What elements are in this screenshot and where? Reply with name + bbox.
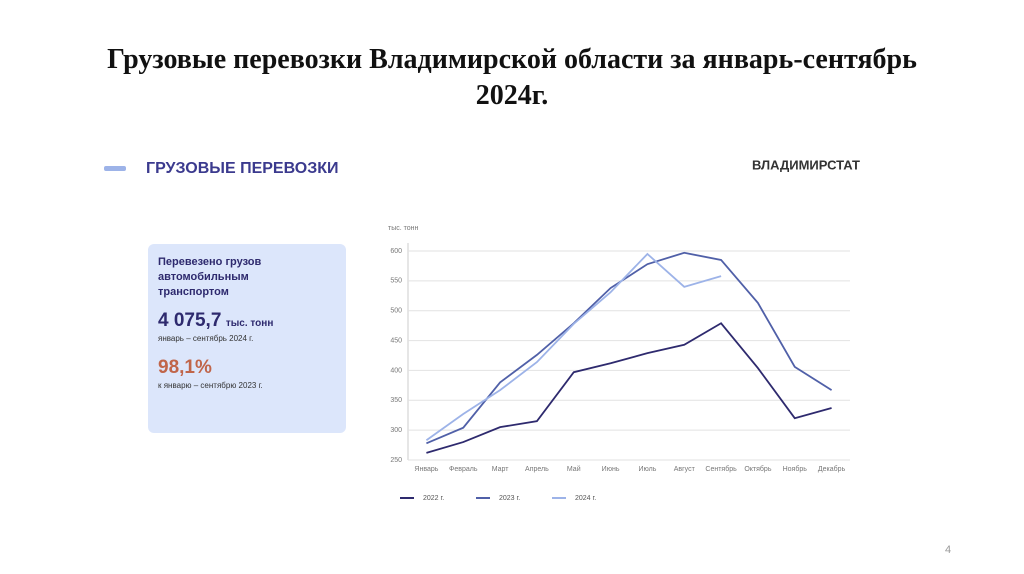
section-title: ГРУЗОВЫЕ ПЕРЕВОЗКИ xyxy=(146,160,338,177)
x-tick-label: Апрель xyxy=(525,466,549,473)
ratio: 98,1% xyxy=(158,357,212,378)
slide-title: Грузовые перевозки Владимирской области … xyxy=(107,44,917,111)
legend-label: 2023 г. xyxy=(499,495,520,502)
x-tick-label: Сентябрь xyxy=(705,465,737,473)
amount-unit: тыс. тонн xyxy=(225,318,274,329)
y-tick-label: 350 xyxy=(390,397,402,404)
x-tick-label: Июль xyxy=(638,466,656,473)
x-tick-label: Ноябрь xyxy=(783,465,808,473)
source: ВЛАДИМИРСТАТ xyxy=(752,157,860,172)
legend-label: 2024 г. xyxy=(575,495,596,502)
section-marker xyxy=(104,166,126,171)
ratio-note: к январю – сентябрю 2023 г. xyxy=(158,381,263,390)
x-tick-label: Июнь xyxy=(602,466,620,473)
period: январь – сентябрь 2024 г. xyxy=(158,334,254,343)
y-tick-label: 450 xyxy=(390,337,402,344)
legend-label: 2022 г. xyxy=(423,495,444,502)
x-tick-label: Февраль xyxy=(449,466,478,473)
card-caption: Перевезено грузов автомобильным транспор… xyxy=(158,256,262,298)
series-line xyxy=(426,251,833,445)
amount: 4 075,7 xyxy=(158,310,222,331)
y-tick-label: 250 xyxy=(390,457,402,464)
y-tick-label: 400 xyxy=(390,367,402,374)
x-tick-label: Январь xyxy=(414,466,438,473)
y-tick-label: 550 xyxy=(390,278,402,285)
series-line xyxy=(426,322,832,454)
x-tick-label: Октябрь xyxy=(744,465,771,473)
page-number: 4 xyxy=(945,544,951,556)
x-tick-label: Август xyxy=(674,466,696,473)
y-tick-label: 500 xyxy=(390,308,402,315)
summary-card: Перевезено грузов автомобильным транспор… xyxy=(148,244,346,433)
x-tick-label: Декабрь xyxy=(818,465,846,473)
amount-row: 4 075,7 тыс. тонн xyxy=(158,310,336,332)
x-tick-label: Май xyxy=(567,465,581,473)
y-axis-label: тыс. тонн xyxy=(388,225,419,232)
y-tick-label: 300 xyxy=(390,427,402,434)
series-line xyxy=(425,252,722,442)
x-tick-label: Март xyxy=(492,466,510,473)
y-tick-label: 600 xyxy=(390,248,402,255)
